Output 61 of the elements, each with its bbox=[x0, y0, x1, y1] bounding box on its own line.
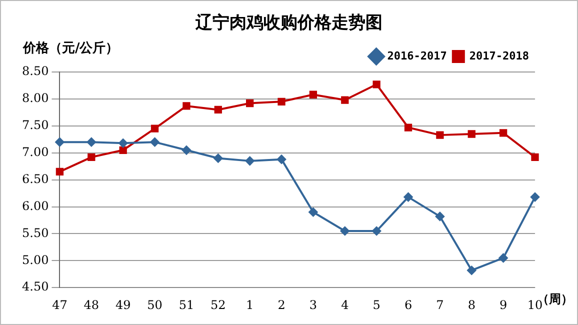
point bbox=[530, 192, 540, 202]
point bbox=[468, 130, 476, 138]
chart-title: 辽宁肉鸡收购价格走势图 bbox=[194, 12, 384, 34]
x-tick-label: 6 bbox=[404, 298, 412, 312]
y-tick-label: 6.50 bbox=[22, 172, 49, 186]
point bbox=[467, 266, 476, 275]
point bbox=[150, 138, 160, 147]
point bbox=[277, 154, 286, 164]
point bbox=[372, 80, 380, 88]
x-tick-label: 50 bbox=[147, 298, 162, 312]
point bbox=[278, 98, 286, 106]
point bbox=[55, 138, 64, 147]
point bbox=[341, 96, 349, 104]
point bbox=[309, 90, 318, 98]
point bbox=[182, 102, 190, 110]
point bbox=[404, 192, 413, 202]
point bbox=[214, 106, 222, 114]
x-tick-label: 4 bbox=[341, 298, 350, 312]
point bbox=[404, 124, 412, 132]
point bbox=[308, 208, 318, 217]
x-tick-label: 3 bbox=[309, 298, 318, 312]
y-tick-label: 7.50 bbox=[22, 118, 49, 132]
x-tick-label: 8 bbox=[468, 298, 476, 312]
x-tick-label: 7 bbox=[436, 298, 444, 312]
point bbox=[88, 153, 96, 161]
point bbox=[56, 168, 64, 176]
point bbox=[531, 153, 539, 161]
point bbox=[435, 212, 444, 221]
point bbox=[119, 146, 127, 154]
x-tick-label: 1 bbox=[246, 298, 254, 312]
point bbox=[372, 226, 382, 236]
x-tick-label: 52 bbox=[210, 298, 226, 312]
x-tick-label: 9 bbox=[499, 298, 508, 312]
y-axis-title: 价格（元/公斤） bbox=[23, 40, 119, 57]
y-tick-label: 8.00 bbox=[22, 91, 49, 106]
x-tick-label: 2 bbox=[278, 298, 286, 312]
point bbox=[498, 253, 508, 262]
y-tick-label: 5.50 bbox=[22, 226, 49, 240]
x-tick-label: 10 bbox=[527, 298, 543, 312]
point bbox=[246, 99, 254, 108]
y-tick-label: 8.50 bbox=[22, 64, 49, 78]
x-tick-label: 49 bbox=[115, 298, 131, 312]
point bbox=[182, 146, 191, 155]
y-tick-label: 6.00 bbox=[22, 198, 49, 213]
legend-label: 2016-2017 bbox=[387, 49, 447, 62]
x-tick-label: 48 bbox=[84, 298, 100, 312]
point bbox=[245, 156, 254, 166]
point bbox=[340, 226, 350, 236]
point bbox=[214, 154, 223, 163]
x-tick-label: 5 bbox=[372, 298, 380, 312]
point bbox=[86, 138, 96, 147]
x-tick-label: 47 bbox=[52, 298, 68, 312]
point bbox=[499, 129, 508, 137]
point bbox=[118, 138, 128, 148]
y-tick-label: 5.00 bbox=[22, 252, 49, 267]
x-tick-label: 51 bbox=[178, 298, 194, 312]
point bbox=[150, 124, 159, 132]
y-tick-label: 7.00 bbox=[22, 144, 49, 159]
y-tick-label: 4.50 bbox=[22, 280, 49, 294]
point bbox=[436, 131, 444, 139]
legend-label: 2017-2018 bbox=[469, 49, 530, 62]
